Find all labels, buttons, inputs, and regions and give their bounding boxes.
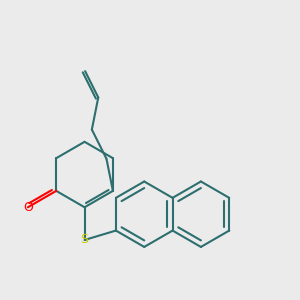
Text: S: S <box>81 233 88 247</box>
Text: O: O <box>23 201 33 214</box>
